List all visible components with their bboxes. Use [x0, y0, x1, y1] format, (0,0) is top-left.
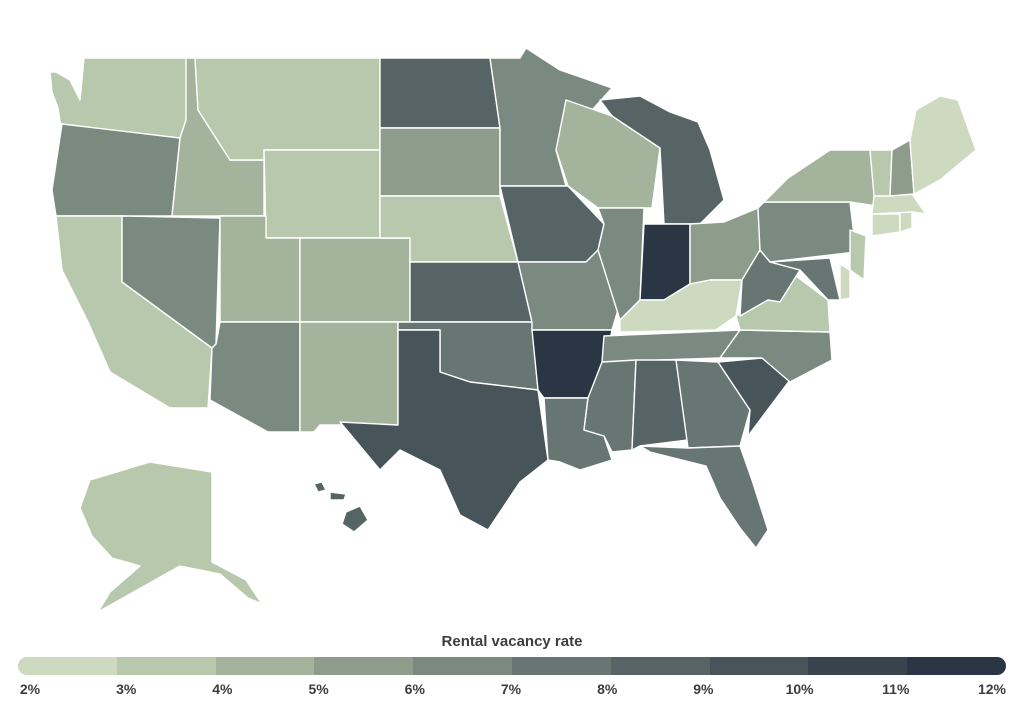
legend-tick-label: 4% [212, 681, 233, 697]
legend-segment [907, 657, 1006, 675]
state-AL [631, 359, 689, 451]
legend-segment [709, 657, 809, 675]
legend-tick-labels: 2% 3% 4% 5% 6% 7% 8% 9% 10% 11% 12% [0, 681, 1024, 701]
state-HI [341, 505, 369, 533]
state-MD [769, 257, 841, 301]
legend-tick-label: 2% [19, 681, 41, 697]
state-DE [839, 263, 851, 301]
state-NM [299, 321, 399, 433]
state-OR [51, 123, 181, 217]
state-WY [263, 149, 381, 239]
state-MO [517, 249, 619, 331]
state-ME [909, 95, 977, 195]
state-MA [871, 193, 927, 215]
state-NY [763, 149, 877, 207]
state-KY [619, 279, 743, 333]
state-NJ [849, 229, 867, 281]
legend-segment [314, 657, 414, 675]
legend-tick-label: 10% [785, 681, 814, 697]
legend-tick-label: 11% [882, 681, 910, 697]
state-AK [79, 461, 263, 613]
legend-segment [413, 657, 512, 675]
legend-segment [215, 657, 315, 675]
legend-tick-label: 5% [308, 681, 329, 697]
state-PA [757, 201, 857, 263]
legend-tick-label: 3% [116, 681, 137, 697]
legend-tick-label: 8% [597, 681, 618, 697]
state-MT [194, 57, 381, 161]
legend-tick-label: 7% [500, 681, 522, 697]
state-TN [601, 329, 741, 363]
state-CO [299, 237, 411, 323]
state-KS [409, 261, 533, 323]
legend-color-scale [18, 657, 1006, 675]
legend-tick-label: 12% [977, 681, 1007, 697]
state-TX [339, 329, 549, 531]
state-ND [379, 57, 501, 129]
legend-segment [610, 657, 710, 675]
state-RI [899, 211, 913, 233]
state-HI-islands-2 [329, 491, 347, 501]
legend-tick-label: 9% [693, 681, 714, 697]
legend-segment [18, 657, 117, 675]
state-MI [599, 95, 725, 225]
state-VT [869, 149, 893, 197]
legend-segment [116, 657, 216, 675]
state-HI-islands [313, 481, 327, 493]
us-states-map [49, 47, 977, 613]
state-CT [871, 213, 901, 237]
legend-title: Rental vacancy rate [441, 633, 583, 650]
state-AZ [209, 321, 301, 433]
state-SD [379, 127, 501, 197]
legend-segment [511, 657, 611, 675]
legend-segment [808, 657, 908, 675]
state-GA [675, 359, 751, 449]
state-FL [639, 445, 769, 549]
legend-tick-label: 6% [404, 681, 425, 697]
